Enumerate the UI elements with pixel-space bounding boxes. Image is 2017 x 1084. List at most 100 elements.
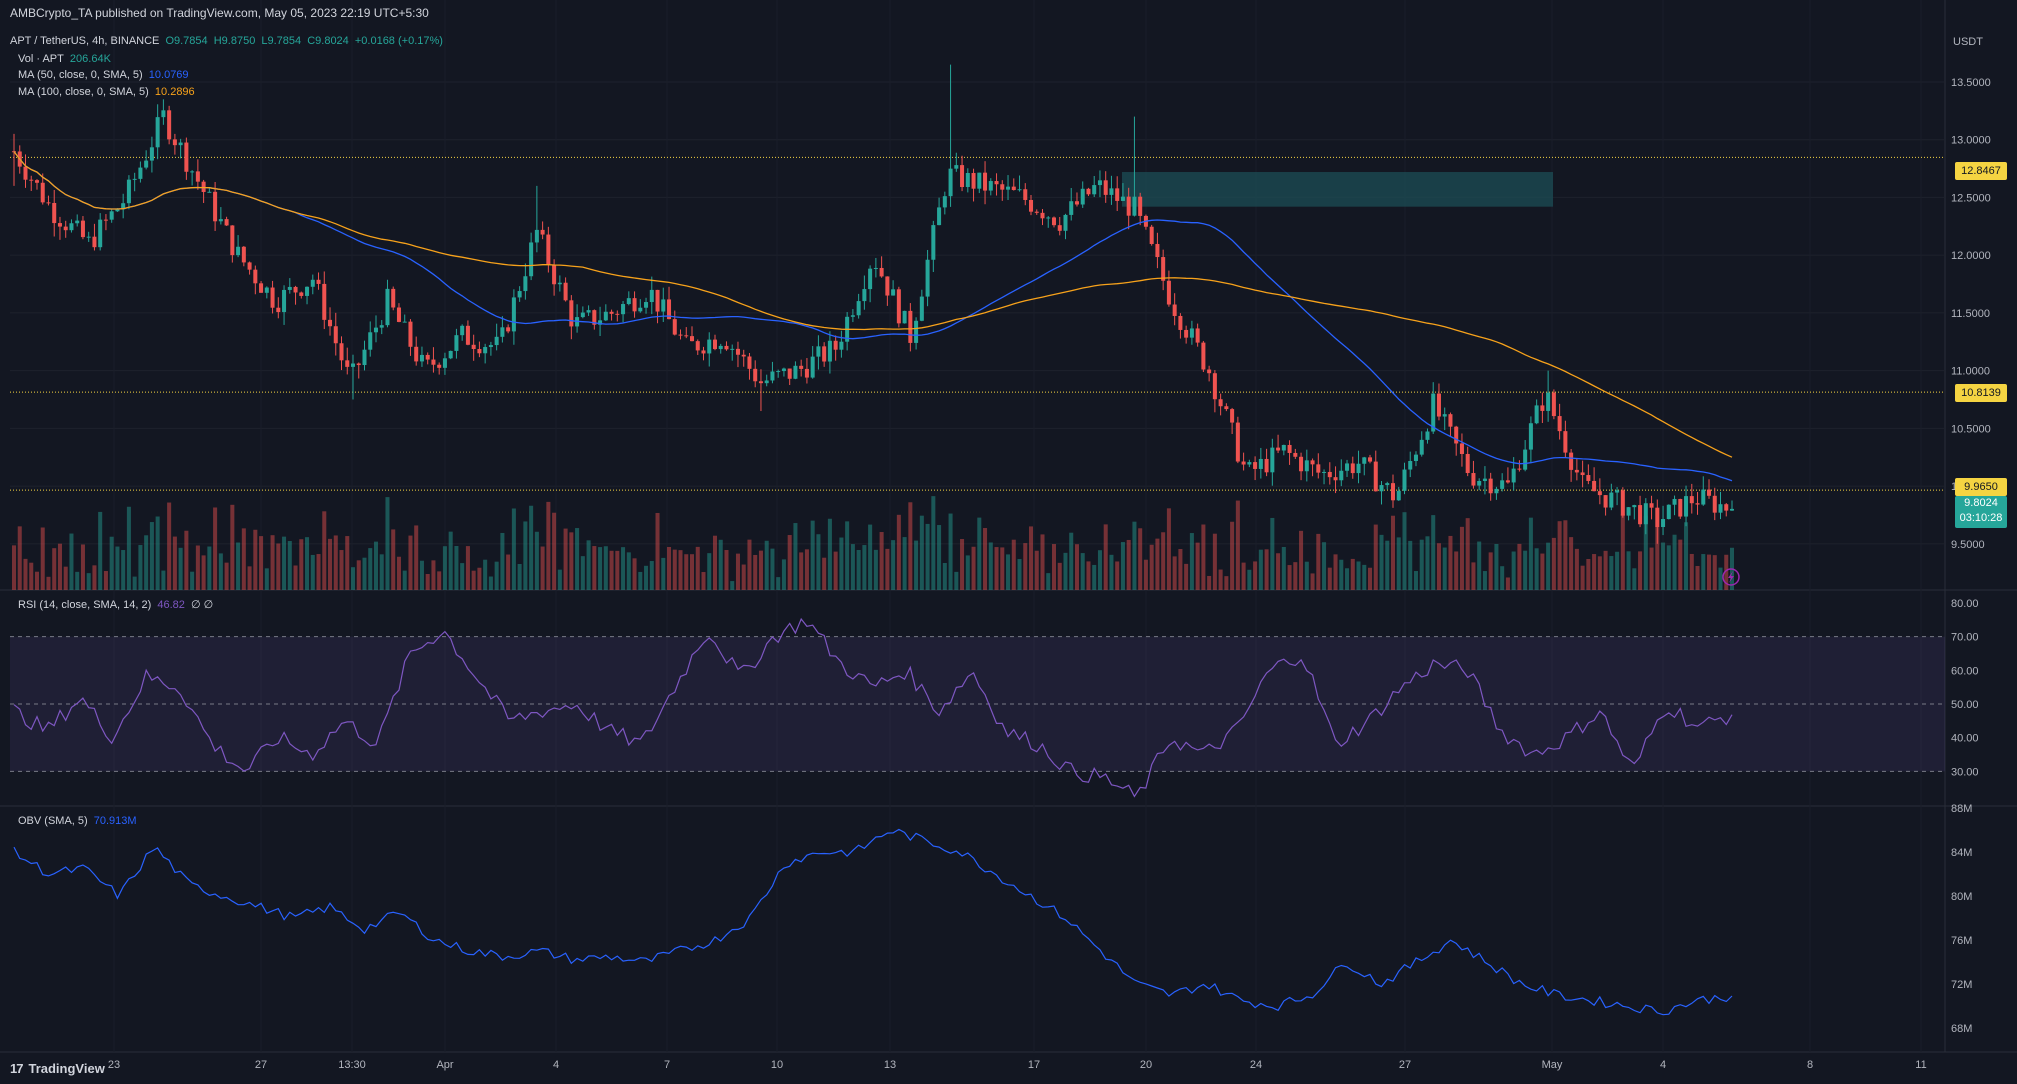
- candle-body: [1293, 452, 1298, 457]
- volume-bar: [1322, 542, 1327, 590]
- candle-body: [75, 220, 80, 224]
- candle-body: [368, 332, 373, 350]
- volume-bar: [75, 571, 80, 590]
- symbol-title[interactable]: APT / TetherUS, 4h, BINANCE: [10, 35, 160, 47]
- vol-legend[interactable]: Vol · APT 206.64K: [18, 53, 114, 65]
- tradingview-logo[interactable]: 17 TradingView: [10, 1061, 105, 1076]
- candle-body: [1184, 329, 1189, 338]
- volume-bar: [483, 559, 488, 590]
- volume-bar: [891, 540, 896, 590]
- candle-body: [816, 346, 821, 357]
- candle-body: [1368, 457, 1373, 462]
- volume-bar: [86, 573, 91, 590]
- candle-body: [442, 358, 447, 368]
- candle-body: [1230, 409, 1235, 423]
- obv-legend[interactable]: OBV (SMA, 5) 70.913M: [18, 815, 140, 827]
- candle-body: [1540, 405, 1545, 411]
- volume-bar: [615, 550, 620, 590]
- volume-bar: [310, 554, 315, 590]
- candle-body: [891, 289, 896, 296]
- volume-bar: [1557, 521, 1562, 590]
- volume-bar: [1471, 562, 1476, 590]
- volume-bar: [1569, 537, 1574, 590]
- axes: USDT 13.5000 13.0000 12.5000 12.0000 11.5000 1…: [108, 36, 1991, 1071]
- volume-bar: [1270, 517, 1275, 590]
- candle-body: [1017, 189, 1022, 191]
- candle-body: [1603, 495, 1608, 508]
- candle-body: [1212, 373, 1217, 400]
- candle-body: [655, 289, 660, 312]
- candle-body: [971, 173, 976, 189]
- horizontal-levels: [10, 156, 1945, 491]
- obv-tick-label: 76M: [1951, 935, 1972, 947]
- volume-bar: [1695, 565, 1700, 590]
- volume-bar: [1040, 534, 1045, 590]
- candle-body: [621, 304, 626, 315]
- candle-body: [29, 179, 34, 181]
- ma50-legend[interactable]: MA (50, close, 0, SMA, 5) 10.0769: [18, 69, 192, 81]
- volume-bar: [592, 546, 597, 590]
- volume-bar: [460, 563, 465, 590]
- price-tick-label: 12.5000: [1951, 192, 1991, 204]
- volume-bar: [259, 536, 264, 590]
- candle-body: [287, 286, 292, 290]
- volume-bar: [833, 551, 838, 590]
- volume-bar: [1517, 543, 1522, 590]
- volume-bar: [730, 581, 735, 590]
- ma100-legend[interactable]: MA (100, close, 0, SMA, 5) 10.2896: [18, 86, 198, 98]
- volume-bar: [328, 538, 333, 590]
- volume-bar: [1316, 533, 1321, 590]
- candle-body: [994, 181, 999, 185]
- volume-bar: [1609, 556, 1614, 590]
- volume-bar: [885, 548, 890, 590]
- candle-body: [1615, 490, 1620, 493]
- bar-countdown: 03:10:28: [1959, 512, 2003, 524]
- candle-body: [80, 220, 85, 238]
- candle-body: [896, 289, 901, 324]
- volume-bar: [1626, 551, 1631, 590]
- volume-bar: [419, 560, 424, 590]
- volume-bar: [1304, 561, 1309, 590]
- volume-bar: [80, 544, 85, 590]
- candle-body: [1161, 257, 1166, 281]
- rsi-legend[interactable]: RSI (14, close, SMA, 14, 2) 46.82 ∅ ∅: [18, 598, 216, 611]
- obv-label: OBV (SMA, 5): [18, 815, 88, 827]
- volume-bar: [1161, 532, 1166, 590]
- candle-body: [1000, 184, 1005, 190]
- volume-bar: [1465, 518, 1470, 590]
- candle-body: [419, 354, 424, 362]
- candle-body: [534, 229, 539, 243]
- volume-bar: [1373, 524, 1378, 590]
- volume-bars: [11, 496, 1735, 590]
- volume-bar: [1097, 550, 1102, 590]
- volume-bar: [1574, 548, 1579, 590]
- candle-body: [1023, 189, 1028, 200]
- candle-body: [63, 226, 68, 231]
- volume-bar: [896, 514, 901, 590]
- candle-body: [1258, 458, 1263, 469]
- author-name[interactable]: AMBCrypto_TA: [10, 6, 92, 20]
- candle-body: [942, 196, 947, 208]
- volume-bar: [678, 550, 683, 590]
- volume-bar: [1523, 550, 1528, 590]
- volume-bar: [362, 557, 367, 590]
- candle-body: [724, 345, 729, 350]
- volume-bar: [1689, 553, 1694, 590]
- flash-icon[interactable]: [1722, 568, 1740, 586]
- candle-body: [1729, 508, 1735, 511]
- candle-body: [977, 172, 982, 189]
- candle-body: [758, 381, 763, 384]
- volume-bar: [879, 532, 884, 590]
- candle-body: [373, 327, 378, 333]
- obv-tick-label: 80M: [1951, 891, 1972, 903]
- volume-bar: [908, 502, 913, 590]
- volume-bar: [781, 559, 786, 590]
- volume-bar: [1551, 537, 1556, 590]
- candle-body: [1097, 180, 1102, 186]
- volume-bar: [190, 571, 195, 590]
- obv-tick-label: 72M: [1951, 979, 1972, 991]
- volume-bar: [356, 560, 361, 590]
- volume-bar: [787, 535, 792, 590]
- candle-body: [103, 219, 108, 221]
